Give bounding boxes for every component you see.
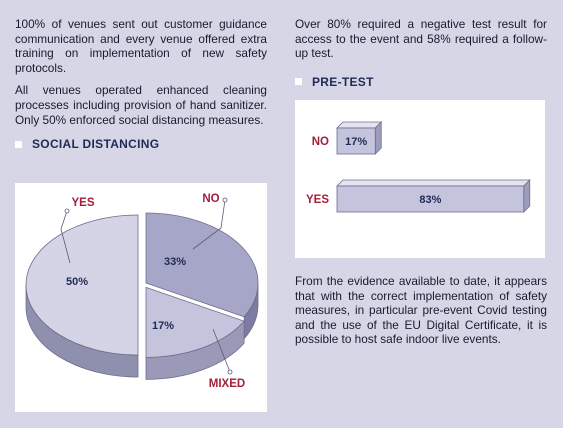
pie-value-label-no: 33% bbox=[164, 256, 186, 268]
pie-leader-dot bbox=[222, 197, 228, 203]
bar-side-face bbox=[374, 121, 382, 155]
left-column: 100% of venues sent out customer guidanc… bbox=[15, 17, 267, 151]
pie-slice-yes bbox=[25, 214, 139, 356]
pie-chart: 50% 33% 17% YES NO MIXED bbox=[25, 193, 259, 390]
right-column: Over 80% required a negative test result… bbox=[295, 17, 547, 89]
pie-category-label-yes: YES bbox=[71, 197, 94, 209]
pie-leader-dot bbox=[227, 369, 233, 375]
bar-top-face bbox=[336, 179, 531, 187]
intro-paragraph: 100% of venues sent out customer guidanc… bbox=[15, 17, 267, 75]
conclusion-block: From the evidence available to date, it … bbox=[295, 274, 547, 355]
pie-category-label-mixed: MIXED bbox=[209, 378, 245, 390]
pie-value-label-yes: 50% bbox=[66, 276, 88, 288]
pie-leader-dot bbox=[64, 208, 70, 214]
section-title: SOCIAL DISTANCING bbox=[32, 137, 160, 152]
bar-side-face bbox=[523, 179, 531, 213]
pie-value-label-mixed: 17% bbox=[152, 320, 174, 332]
bar-chart: 17% NO 83% YES bbox=[306, 121, 531, 213]
pie-slice-mixed bbox=[145, 286, 245, 358]
bar-top-face bbox=[336, 121, 383, 129]
social-distancing-heading: SOCIAL DISTANCING bbox=[15, 137, 267, 151]
pie-category-label-no: NO bbox=[202, 193, 219, 205]
conclusion-paragraph: From the evidence available to date, it … bbox=[295, 274, 547, 347]
section-title: PRE-TEST bbox=[312, 74, 374, 89]
test-paragraph: Over 80% required a negative test result… bbox=[295, 17, 547, 61]
pie-slice-no bbox=[145, 212, 259, 318]
bullet-square-icon bbox=[295, 78, 302, 86]
bar-category-label-no: NO bbox=[312, 136, 329, 148]
bar-value-label-no: 17% bbox=[345, 136, 367, 148]
bar-category-label-yes: YES bbox=[306, 194, 329, 206]
pie-chart-panel: 50% 33% 17% YES NO MIXED bbox=[15, 183, 267, 412]
bar-no bbox=[336, 127, 376, 155]
bar-value-label-yes: 83% bbox=[419, 194, 441, 206]
pie-leader-line bbox=[192, 199, 226, 250]
bullet-square-icon bbox=[15, 140, 22, 148]
bar-yes bbox=[336, 185, 525, 213]
pie-leader-line bbox=[212, 328, 231, 373]
pre-test-heading: PRE-TEST bbox=[295, 75, 547, 89]
pie-leader-line bbox=[60, 210, 71, 264]
bar-chart-panel: 17% NO 83% YES bbox=[295, 100, 545, 258]
cleaning-paragraph: All venues operated enhanced cleaning pr… bbox=[15, 83, 267, 127]
